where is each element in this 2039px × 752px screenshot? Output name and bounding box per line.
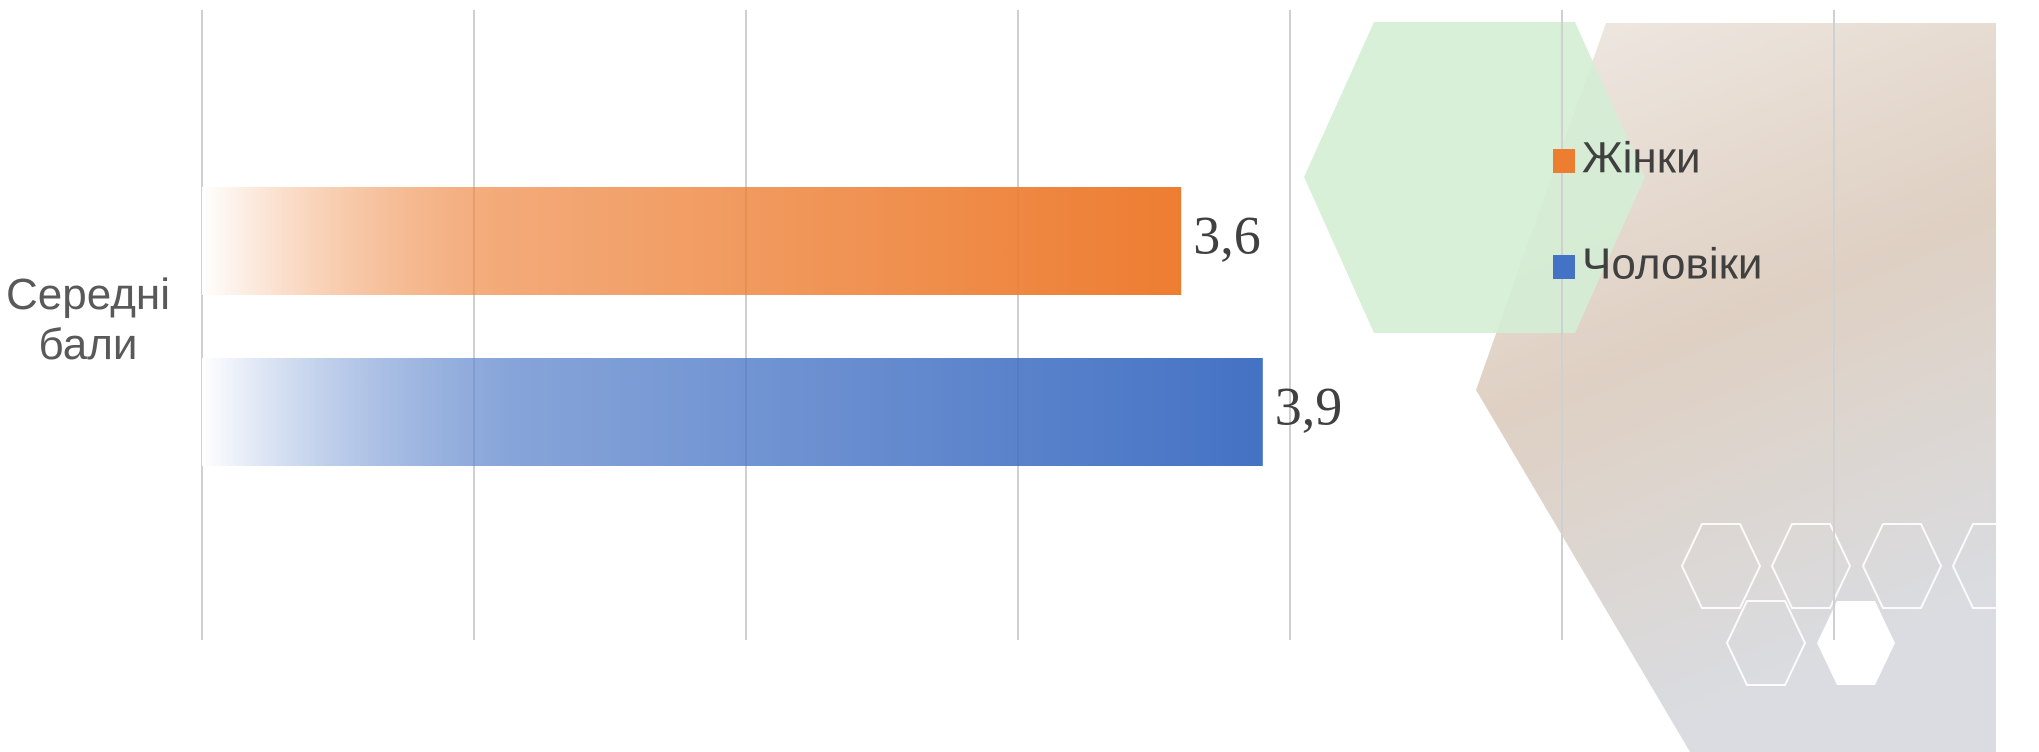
value-label: 3,9 [1275, 376, 1343, 436]
legend-swatch [1553, 149, 1575, 173]
bar [202, 187, 1181, 295]
page: {"chart_data": {"type": "bar", "orientat… [0, 0, 2039, 752]
legend-label: Чоловіки [1582, 240, 1762, 289]
bar [202, 358, 1263, 466]
value-label: 3,6 [1193, 205, 1261, 265]
legend-label: Жінки [1582, 134, 1701, 183]
legend-swatch [1553, 255, 1575, 279]
category-label: Середні бали [0, 270, 176, 370]
chart: 3,6 3,9 Жінки Чоловіки [0, 0, 2039, 752]
